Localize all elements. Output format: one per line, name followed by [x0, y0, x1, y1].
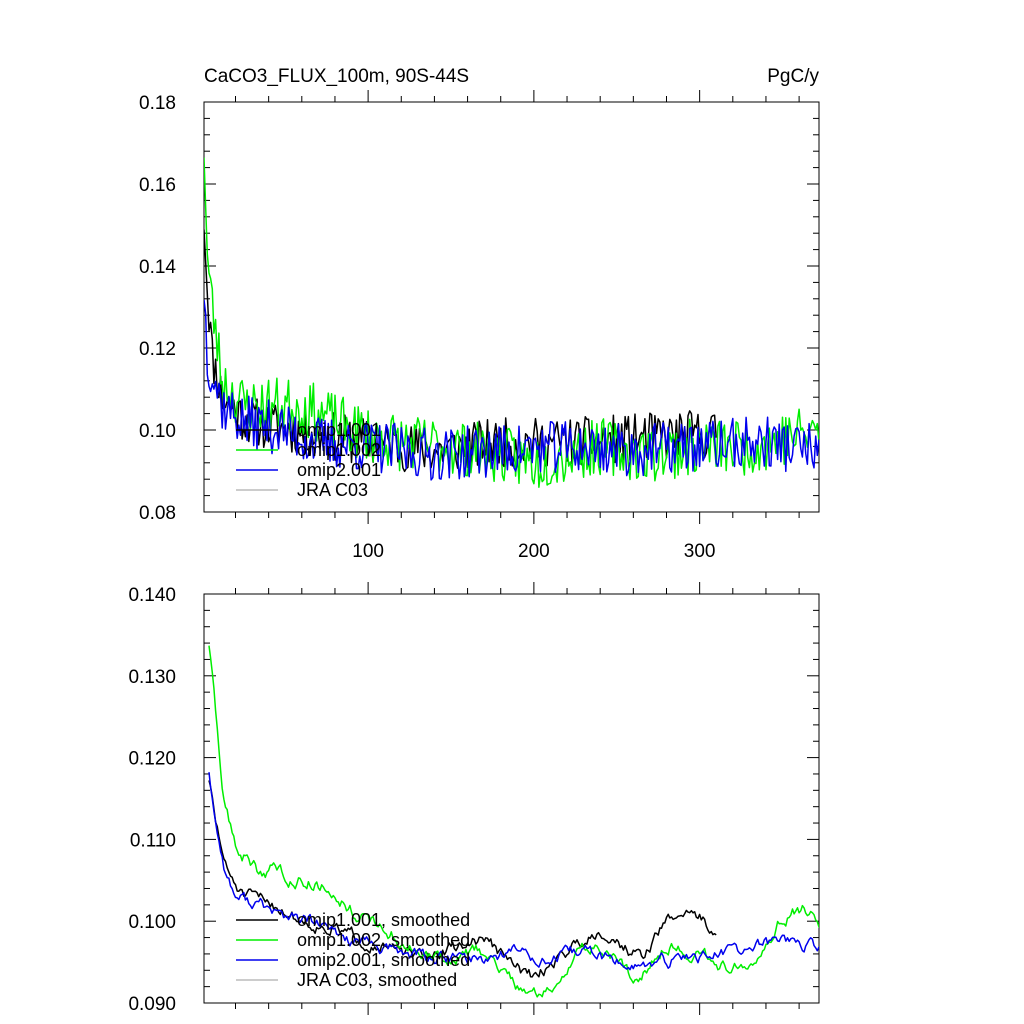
x-tick-label: 200 — [518, 541, 550, 562]
y-tick-label: 0.08 — [139, 503, 176, 524]
y-tick-label: 0.14 — [139, 257, 176, 278]
series-group — [208, 645, 819, 998]
x-tick-label: 300 — [684, 541, 716, 562]
legend-label: omip1.002, smoothed — [297, 930, 470, 950]
x-tick-label: 100 — [352, 541, 384, 562]
legend-label: omip2.001 — [297, 460, 381, 480]
y-tick-label: 0.18 — [139, 93, 176, 114]
y-tick-label: 0.090 — [128, 994, 176, 1015]
bottom-panel: 0.090 0.100 0.110 0.120 0.130 0.140 omip1.001,… — [128, 582, 820, 1015]
y-tick-label: 0.140 — [128, 585, 176, 606]
y-tick-label: 0.130 — [128, 667, 176, 688]
y-tick-label: 0.120 — [128, 749, 176, 770]
y-tick-label: 0.12 — [139, 339, 176, 360]
legend-label: omip2.001, smoothed — [297, 950, 470, 970]
legend-label: omip1.001, smoothed — [297, 910, 470, 930]
plot-frame — [203, 593, 820, 1004]
series-group — [204, 157, 819, 488]
series-line-1 — [204, 229, 717, 473]
y-tick-label: 0.100 — [128, 912, 176, 933]
y-tick-label: 0.110 — [130, 830, 176, 851]
series-line-3 — [204, 299, 819, 481]
series-line-2 — [208, 645, 819, 998]
plot-frame — [203, 101, 820, 513]
chart-title: CaCO3_FLUX_100m, 90S-44S — [204, 66, 469, 87]
series-line-1 — [208, 780, 717, 978]
legend-label: JRA C03 — [297, 480, 368, 500]
units-label: PgC/y — [767, 66, 819, 87]
series-line-3 — [208, 772, 819, 971]
y-tick-label: 0.16 — [139, 175, 176, 196]
legend-label: JRA C03, smoothed — [297, 970, 457, 990]
legend-label: omip1.001 — [297, 420, 381, 440]
top-panel: CaCO3_FLUX_100m, 90S-44S PgC/y 0.08 0.10 0… — [139, 66, 820, 562]
y-tick-label: 0.10 — [139, 421, 176, 442]
legend-label: omip1.002 — [297, 440, 381, 460]
